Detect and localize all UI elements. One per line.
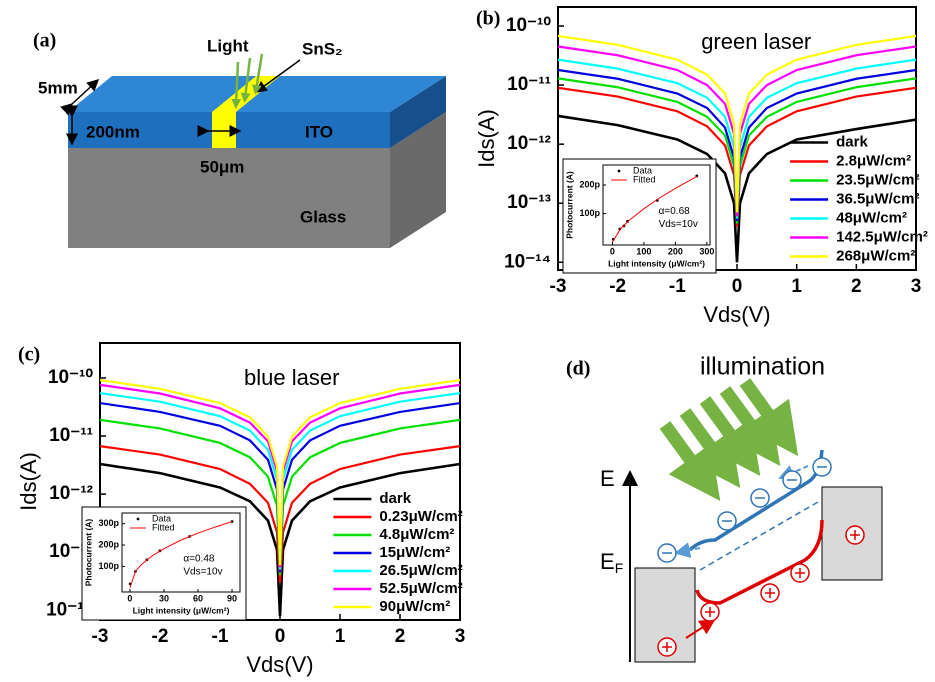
x-tick-label: 200	[668, 246, 683, 256]
x-tick-label: 2	[395, 626, 406, 647]
x-axis-label: Light intensity (μW/cm²)	[133, 605, 230, 615]
annotation: Vds=10v	[183, 566, 222, 577]
x-tick-label: -3	[550, 276, 567, 297]
x-axis-label: Vds(V)	[703, 302, 770, 327]
panel-label: (c)	[18, 344, 40, 366]
x-tick-label: -2	[152, 626, 169, 647]
annotation: α=0.68	[659, 206, 691, 217]
y-axis-label: Ids(A)	[16, 452, 41, 511]
x-axis-label: Vds(V)	[246, 652, 313, 677]
legend-label: 52.5μW/cm²	[379, 580, 462, 597]
substrate-label: Glass	[300, 207, 346, 226]
legend-label: 26.5μW/cm²	[379, 562, 462, 579]
y-tick-label: 200p	[579, 179, 600, 189]
annotation: Vds=10v	[659, 219, 698, 230]
legend-label: Fitted	[152, 522, 175, 532]
energy-label: E	[600, 466, 615, 491]
figure: (a) Light SnS₂ 5mm 200nm ITO 50μm Glass	[0, 0, 935, 682]
y-tick-label: 10⁻¹⁴	[504, 251, 551, 272]
legend-swatch	[137, 518, 140, 521]
y-tick-label: 10⁻¹³	[507, 192, 551, 213]
legend-label: Fitted	[633, 174, 656, 184]
x-tick-label: 100	[636, 246, 651, 256]
legend-label: 90μW/cm²	[379, 598, 450, 615]
x-tick-label: -3	[92, 626, 109, 647]
legend-label: 48μW/cm²	[836, 209, 907, 226]
x-tick-label: 0	[732, 276, 743, 297]
device-diagram: (a) Light SnS₂ 5mm 200nm ITO 50μm Glass	[33, 30, 446, 248]
x-tick-label: 90	[227, 593, 237, 603]
legend-label: 0.23μW/cm²	[379, 508, 462, 525]
material-label: SnS₂	[302, 39, 343, 58]
y-tick-label: 300p	[98, 518, 119, 528]
annotation: α=0.48	[183, 553, 215, 564]
illumination-arrows	[665, 382, 783, 480]
x-tick-label: -2	[609, 276, 626, 297]
x-axis-label: Light intensity (μW/cm²)	[608, 258, 705, 268]
y-tick-label: 10⁻¹¹	[49, 425, 93, 446]
x-tick-label: 3	[911, 276, 922, 297]
x-tick-label: 2	[851, 276, 862, 297]
y-axis-label: Photocurrent (A)	[564, 171, 574, 239]
legend-label: 36.5μW/cm²	[836, 190, 919, 207]
gap-label: 50μm	[200, 157, 244, 176]
x-tick-label: 3	[455, 626, 466, 647]
x-tick-label: 0	[127, 593, 132, 603]
panel-label: (d)	[566, 358, 590, 380]
width-label: 5mm	[38, 78, 78, 97]
sns2-front	[212, 112, 236, 148]
x-tick-label: -1	[669, 276, 686, 297]
legend-label: 15μW/cm²	[379, 544, 450, 561]
y-tick-label: 200p	[98, 539, 119, 549]
y-tick-label: 100p	[579, 208, 600, 218]
legend-label: 268μW/cm²	[836, 247, 915, 264]
legend-swatch	[618, 170, 621, 173]
y-tick-label: 10⁻¹²	[507, 133, 551, 154]
y-axis-label: Photocurrent (A)	[83, 519, 93, 587]
valence-band	[697, 520, 822, 603]
electron-flow	[676, 548, 700, 553]
legend-label: 142.5μW/cm²	[836, 228, 928, 245]
x-tick-label: 30	[159, 593, 169, 603]
legend-label: 4.8μW/cm²	[379, 526, 454, 543]
legend-label: dark	[379, 490, 411, 507]
y-tick-label: 10⁻¹²	[49, 483, 93, 504]
chart-title: green laser	[701, 29, 811, 54]
y-tick-label: 10⁻¹¹	[507, 74, 551, 95]
x-tick-label: 300	[699, 246, 714, 256]
legend-label: dark	[836, 133, 868, 150]
legend-label: 23.5μW/cm²	[836, 171, 919, 188]
x-tick-label: 1	[791, 276, 802, 297]
panel-label: (b)	[476, 8, 500, 30]
band-diagram: (d) illumination E EF	[566, 353, 882, 662]
y-axis-label: Ids(A)	[474, 109, 499, 168]
x-tick-label: 1	[335, 626, 346, 647]
panel-label: (a)	[33, 30, 56, 52]
x-tick-label: 0	[610, 246, 615, 256]
x-tick-label: -1	[212, 626, 229, 647]
y-tick-label: 10⁻¹⁰	[506, 15, 551, 36]
y-tick-label: 10⁻¹⁰	[48, 367, 93, 388]
fermi-level-label: EF	[600, 549, 623, 576]
y-tick-label: 100p	[98, 561, 119, 571]
diagram-title: illumination	[700, 353, 825, 381]
light-label: Light	[207, 36, 249, 55]
x-tick-label: 0	[275, 626, 286, 647]
x-tick-label: 60	[193, 593, 203, 603]
thickness-label: 200nm	[86, 122, 140, 141]
legend-label: 2.8μW/cm²	[836, 152, 911, 169]
chart-title: blue laser	[244, 365, 339, 390]
electrode-label: ITO	[305, 122, 333, 141]
